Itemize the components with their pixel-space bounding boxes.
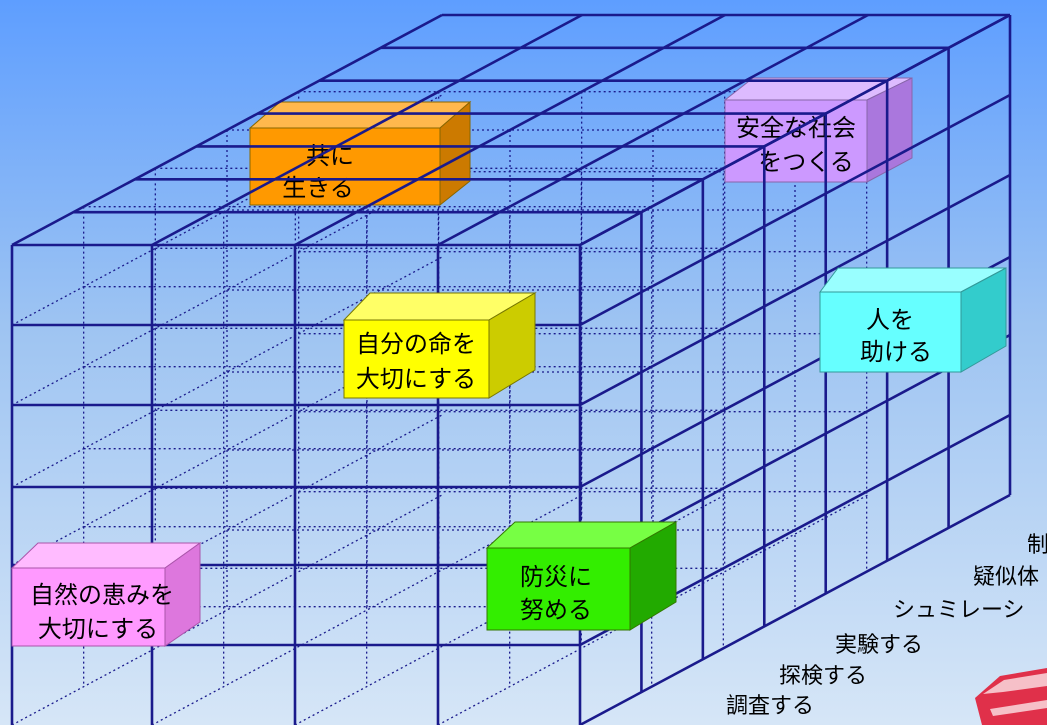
logo-emblem	[975, 668, 1047, 725]
right-depth-line	[579, 493, 1011, 725]
box-bousai-line2: 努める	[520, 596, 592, 624]
box-hito-line2: 助ける	[860, 338, 932, 366]
box-anzen: 安全な社会 をつくる	[723, 77, 913, 183]
box-jibun: 自分の命を 大切にする	[342, 292, 537, 399]
box-shizen-line2: 大切にする	[38, 615, 158, 643]
top-depth-line	[294, 13, 726, 247]
hidden-depth-line	[437, 494, 869, 725]
box-jibun-line1: 自分の命を	[356, 330, 476, 358]
activity-jikken: 実験する	[835, 633, 923, 658]
activity-giji: 疑似体	[973, 565, 1039, 590]
right-depth-line	[579, 173, 1011, 407]
top-depth-line	[11, 13, 443, 247]
box-jibun-line2: 大切にする	[356, 365, 476, 393]
activity-sei: 制	[1027, 533, 1047, 558]
box-shizen-line1: 自然の恵みを	[30, 581, 174, 609]
box-anzen-line2: をつくる	[758, 148, 854, 176]
right-depth-line	[579, 93, 1011, 327]
box-bousai-line1: 防災に	[520, 563, 592, 591]
activity-chousa: 調査する	[726, 694, 814, 719]
right-depth-line	[579, 13, 1011, 247]
box-tomo: 共に 生きる	[248, 100, 472, 207]
box-shizen: 自然の恵みを 大切にする	[10, 542, 202, 647]
activity-simulation: シュミレーシ	[893, 598, 1025, 623]
activity-tanken: 探検する	[779, 664, 867, 689]
activity-labels: 調査する 探検する 実験する シュミレーシ 疑似体 制	[726, 533, 1047, 719]
box-bousai: 防災に 努める	[485, 521, 678, 631]
top-depth-line	[437, 13, 869, 247]
hidden-depth-line	[11, 494, 443, 725]
box-hito: 人を 助ける	[819, 267, 1007, 373]
box-hito-line1: 人を	[866, 306, 914, 334]
grid-frame	[10, 13, 1012, 725]
top-depth-line	[151, 13, 583, 247]
